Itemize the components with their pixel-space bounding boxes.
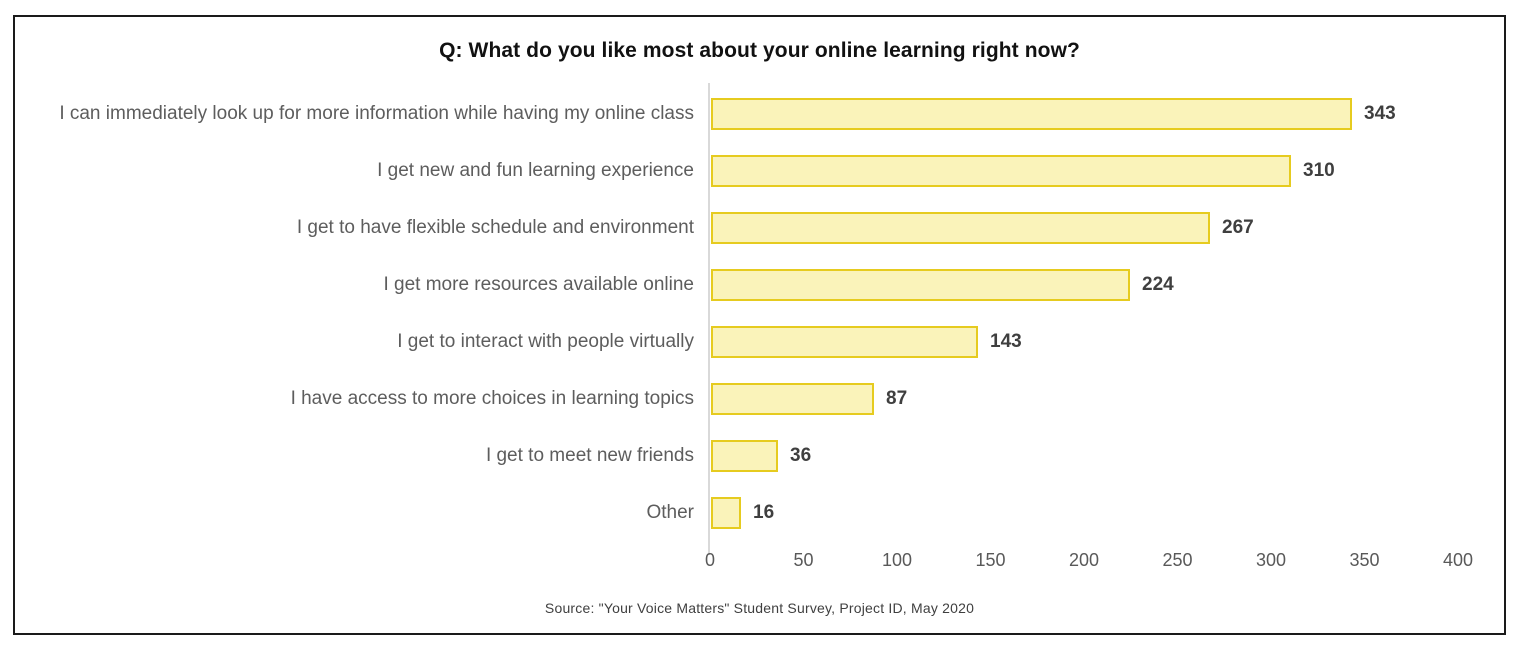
x-axis-ticks: 0 50 100 150 200 250 300 350 400	[705, 550, 1473, 574]
x-tick-label: 50	[793, 550, 814, 570]
category-label: I get to interact with people virtually	[397, 330, 694, 352]
bar-row: I get new and fun learning experience 31…	[15, 142, 1504, 199]
category-label: I can immediately look up for more infor…	[59, 102, 694, 124]
bar	[711, 154, 1291, 187]
category-label: Other	[646, 501, 694, 523]
value-label: 36	[790, 444, 812, 466]
bar-row: I get more resources available online 22…	[15, 256, 1504, 313]
category-label: I get to meet new friends	[485, 444, 694, 466]
bar	[711, 325, 978, 358]
value-label: 310	[1303, 159, 1335, 181]
bar-row: I get to meet new friends 36	[15, 427, 1504, 484]
bar-row: I can immediately look up for more infor…	[15, 85, 1504, 142]
x-tick-label: 350	[1349, 550, 1380, 570]
x-tick-label: 250	[1162, 550, 1193, 570]
bar	[711, 439, 778, 472]
x-tick-label: 150	[975, 550, 1006, 570]
bar	[711, 496, 741, 529]
category-label: I have access to more choices in learnin…	[290, 387, 694, 409]
value-label: 224	[1142, 273, 1174, 295]
bar-row: I get to interact with people virtually …	[15, 313, 1504, 370]
source-note: Source: "Your Voice Matters" Student Sur…	[544, 600, 975, 616]
chart-frame: Q: What do you like most about your onli…	[13, 15, 1506, 635]
x-tick-label: 300	[1255, 550, 1287, 570]
bar-row: I have access to more choices in learnin…	[15, 370, 1504, 427]
chart-title: Q: What do you like most about your onli…	[439, 39, 1080, 62]
bar	[711, 268, 1130, 301]
x-tick-label: 400	[1442, 550, 1474, 570]
value-label: 87	[886, 387, 908, 409]
value-label: 16	[753, 501, 775, 523]
y-axis-line	[708, 83, 710, 555]
category-label: I get more resources available online	[383, 273, 694, 295]
x-tick-label: 100	[881, 550, 913, 570]
bar	[711, 97, 1352, 130]
bar-row: Other 16	[15, 484, 1504, 541]
value-label: 343	[1364, 102, 1396, 124]
bar	[711, 211, 1210, 244]
x-tick-label: 0	[704, 550, 716, 570]
x-tick-label: 200	[1068, 550, 1100, 570]
value-label: 143	[990, 330, 1022, 352]
bar	[711, 382, 874, 415]
bar-rows: I can immediately look up for more infor…	[15, 85, 1504, 541]
category-label: I get to have flexible schedule and envi…	[296, 216, 694, 238]
category-label: I get new and fun learning experience	[377, 159, 694, 181]
bar-row: I get to have flexible schedule and envi…	[15, 199, 1504, 256]
value-label: 267	[1222, 216, 1254, 238]
